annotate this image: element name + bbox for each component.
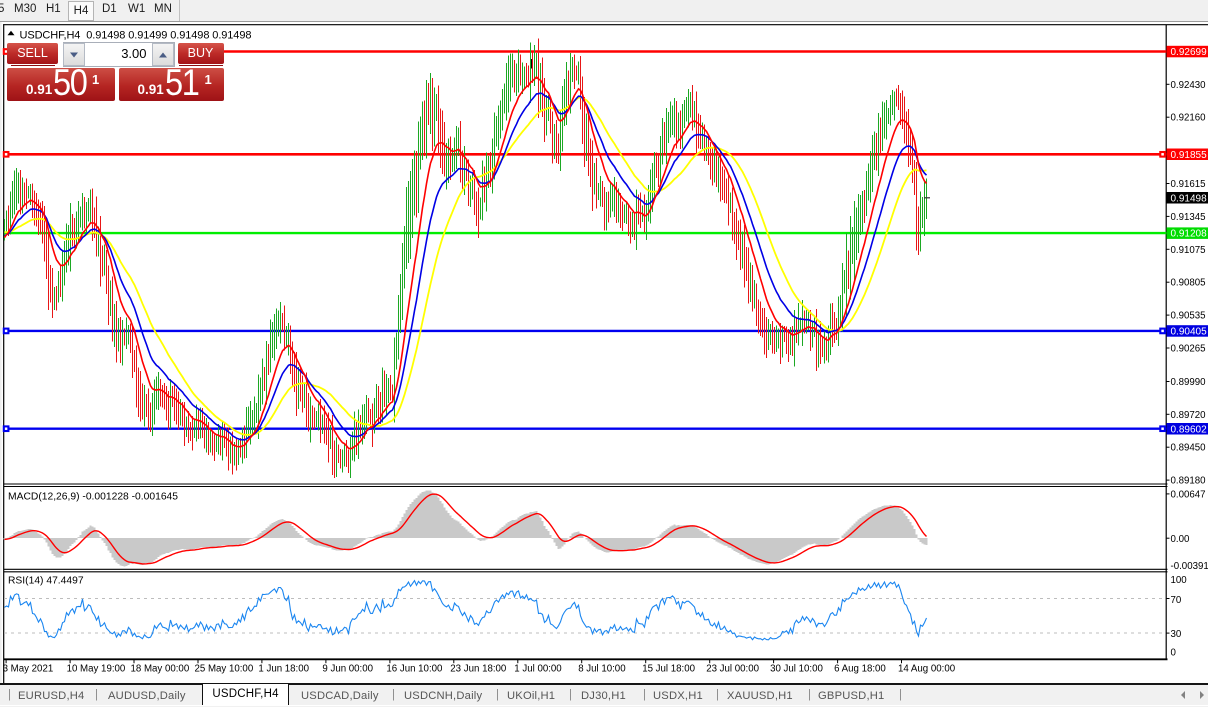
svg-text:RSI(14) 47.4497: RSI(14) 47.4497 [8, 576, 84, 587]
svg-text:0.90535: 0.90535 [1171, 311, 1206, 322]
svg-text:0.91208: 0.91208 [1171, 229, 1208, 240]
svg-text:70: 70 [1171, 595, 1182, 606]
svg-text:25 May 10:00: 25 May 10:00 [195, 664, 254, 675]
svg-text:-0.003916: -0.003916 [1171, 561, 1208, 572]
svg-text:MACD(12,26,9) -0.001228 -0.001: MACD(12,26,9) -0.001228 -0.001645 [8, 492, 178, 503]
svg-text:16 Jun 10:00: 16 Jun 10:00 [386, 664, 443, 675]
svg-text:0.92699: 0.92699 [1171, 47, 1208, 58]
svg-text:0.91615: 0.91615 [1171, 179, 1206, 190]
svg-text:0.89450: 0.89450 [1171, 443, 1207, 454]
svg-text:0.92160: 0.92160 [1171, 113, 1207, 124]
svg-text:30 Jul 10:00: 30 Jul 10:00 [770, 664, 823, 675]
svg-text:18 May 00:00: 18 May 00:00 [131, 664, 190, 675]
svg-text:0.91855: 0.91855 [1171, 150, 1208, 161]
svg-text:0.89720: 0.89720 [1171, 410, 1207, 421]
svg-text:0.00647: 0.00647 [1171, 490, 1206, 501]
svg-text:0.89602: 0.89602 [1171, 424, 1208, 435]
svg-text:0.91075: 0.91075 [1171, 245, 1206, 256]
svg-text:0.90265: 0.90265 [1171, 344, 1206, 355]
svg-text:1 Jun 18:00: 1 Jun 18:00 [258, 664, 309, 675]
svg-text:8 Jul 10:00: 8 Jul 10:00 [578, 664, 626, 675]
svg-text:0.00: 0.00 [1171, 534, 1190, 545]
svg-text:USDCHF,H4 0.91498 0.91499 0.9: USDCHF,H4 0.91498 0.91499 0.91498 0.9149… [20, 30, 252, 42]
svg-text:100: 100 [1171, 575, 1188, 586]
svg-text:0.92430: 0.92430 [1171, 80, 1207, 91]
svg-text:0.91345: 0.91345 [1171, 212, 1206, 223]
svg-text:15 Jul 18:00: 15 Jul 18:00 [642, 664, 695, 675]
svg-text:0.91498: 0.91498 [1171, 193, 1208, 204]
svg-text:9 Jun 00:00: 9 Jun 00:00 [322, 664, 373, 675]
svg-text:6 Aug 18:00: 6 Aug 18:00 [834, 664, 886, 675]
svg-text:23 Jun 18:00: 23 Jun 18:00 [450, 664, 507, 675]
svg-text:10 May 19:00: 10 May 19:00 [67, 664, 126, 675]
svg-text:0.90405: 0.90405 [1171, 327, 1208, 338]
svg-text:0: 0 [1171, 647, 1177, 658]
svg-text:0.89180: 0.89180 [1171, 476, 1207, 487]
svg-text:3 May 2021: 3 May 2021 [3, 664, 54, 675]
svg-text:1 Jul 00:00: 1 Jul 00:00 [514, 664, 562, 675]
svg-text:0.89990: 0.89990 [1171, 377, 1207, 388]
svg-text:23 Jul 00:00: 23 Jul 00:00 [706, 664, 759, 675]
svg-text:30: 30 [1171, 629, 1182, 640]
svg-text:0.90805: 0.90805 [1171, 278, 1206, 289]
svg-text:14 Aug 00:00: 14 Aug 00:00 [898, 664, 956, 675]
